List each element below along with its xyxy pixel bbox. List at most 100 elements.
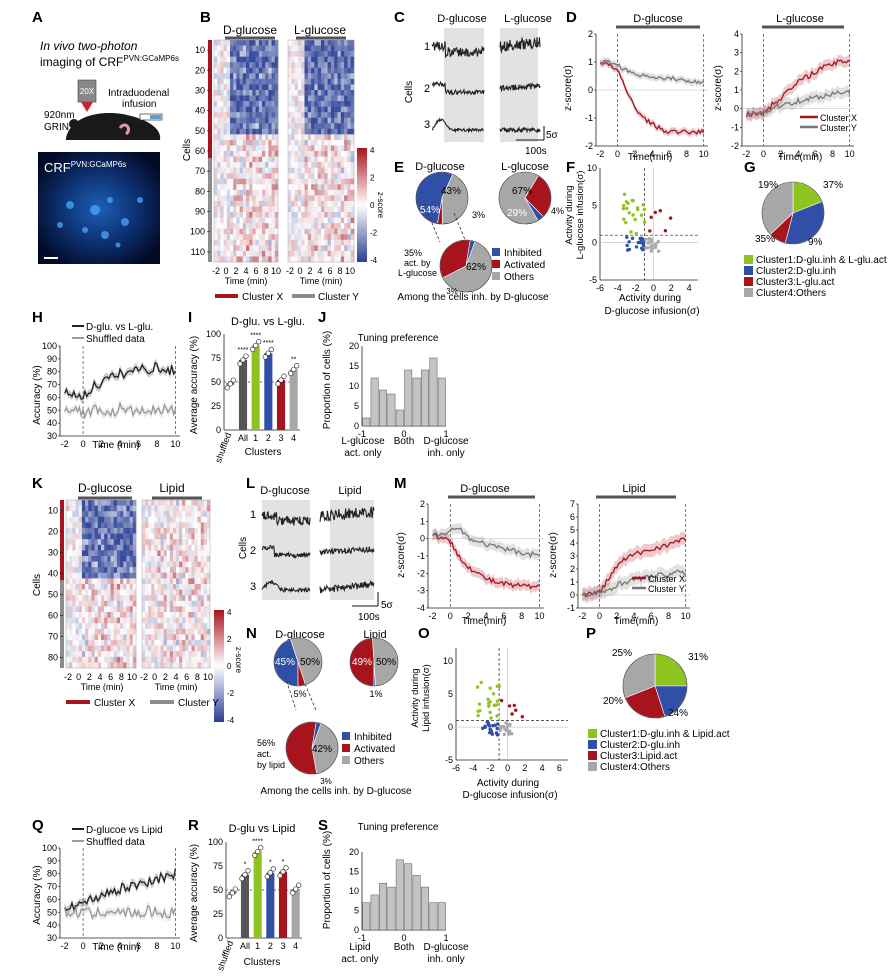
heat-cell bbox=[246, 106, 250, 113]
heat-cell bbox=[214, 78, 218, 85]
heat-cell bbox=[301, 217, 305, 224]
heat-cell bbox=[314, 56, 318, 63]
O_plot-pt-0-20 bbox=[497, 684, 501, 689]
F_plot-pt-1-3 bbox=[625, 235, 629, 239]
heat-cell bbox=[217, 40, 221, 46]
o-xlabel-1: Activity during bbox=[477, 778, 539, 789]
heat-cell bbox=[110, 662, 115, 669]
heat-cell bbox=[151, 662, 155, 669]
e-pie-right-label-1: 29% bbox=[507, 208, 527, 219]
heat-cell bbox=[148, 561, 152, 568]
heat-cell bbox=[262, 239, 266, 246]
heat-cell bbox=[337, 162, 342, 168]
heat-cell bbox=[169, 662, 174, 669]
heat-cell bbox=[347, 239, 351, 246]
heat-cell bbox=[188, 612, 192, 618]
heat-cell bbox=[265, 106, 269, 113]
K_yt-label-1: 20 bbox=[48, 527, 58, 537]
heat-cell bbox=[69, 623, 73, 630]
heat-cell bbox=[327, 112, 332, 118]
heat-cell bbox=[169, 528, 174, 534]
heat-cell bbox=[197, 572, 202, 579]
heat-cell bbox=[271, 67, 276, 74]
M_left-series-0 bbox=[432, 533, 540, 590]
heat-cell bbox=[314, 167, 318, 174]
heat-cell bbox=[148, 578, 152, 585]
R_plot-xtick-5: 4 bbox=[293, 941, 298, 951]
heat-cell bbox=[151, 500, 155, 506]
heat-cell bbox=[314, 123, 318, 130]
F_plot-ytick-2: 0 bbox=[592, 238, 597, 248]
heat-cell bbox=[85, 623, 89, 630]
heat-cell bbox=[307, 95, 312, 102]
heat-cell bbox=[85, 539, 89, 546]
heat-cell bbox=[321, 62, 325, 69]
heat-cell bbox=[223, 156, 228, 163]
R_plot-sig-2: * bbox=[269, 860, 272, 867]
heat-cell bbox=[185, 556, 189, 562]
heat-cell bbox=[214, 67, 218, 74]
heat-cell bbox=[337, 101, 342, 107]
heat-cell bbox=[142, 595, 146, 602]
heat-cell bbox=[337, 67, 342, 74]
heat-cell bbox=[311, 95, 315, 102]
heat-cell bbox=[69, 640, 73, 646]
heat-cell bbox=[206, 556, 211, 562]
l-ylabel: Cells bbox=[238, 537, 249, 559]
heat-cell bbox=[148, 623, 152, 630]
O_plot-pt-0-11 bbox=[475, 685, 480, 689]
panel-letter-p: P bbox=[586, 625, 596, 642]
heat-cell bbox=[110, 645, 115, 652]
m-ylabel-right: z-score(σ) bbox=[548, 532, 559, 578]
heat-cell bbox=[200, 645, 205, 652]
heat-cell bbox=[340, 178, 345, 185]
heat-cell bbox=[145, 500, 149, 506]
heat-cell bbox=[307, 200, 312, 207]
heat-cell bbox=[249, 123, 253, 130]
heat-cell bbox=[91, 595, 95, 602]
heat-cell bbox=[217, 178, 221, 185]
heat-cell bbox=[142, 500, 146, 506]
S_plot-xtick-1: 0 bbox=[401, 933, 406, 943]
heat-cell bbox=[169, 589, 174, 596]
heat-cell bbox=[311, 184, 315, 191]
heat-cell bbox=[297, 84, 302, 91]
heat-cell bbox=[230, 106, 234, 113]
D_right-band-0 bbox=[746, 54, 850, 123]
heat-cell bbox=[350, 250, 355, 257]
heat-cell bbox=[317, 89, 322, 96]
heat-cell bbox=[242, 167, 247, 174]
heat-cell bbox=[230, 156, 234, 163]
heat-cell bbox=[81, 640, 86, 646]
heat-cell bbox=[314, 151, 318, 157]
heat-cell bbox=[179, 617, 183, 624]
heat-cell bbox=[107, 561, 111, 568]
heat-cell bbox=[97, 567, 102, 574]
heat-cell bbox=[252, 84, 256, 91]
I_plot-dot-5-2 bbox=[294, 363, 300, 369]
heat-cell bbox=[120, 561, 124, 568]
heat-cell bbox=[85, 550, 89, 557]
heat-cell bbox=[344, 45, 348, 52]
heat-cell bbox=[344, 95, 348, 102]
heat-cell bbox=[169, 572, 174, 579]
heat-cell bbox=[258, 84, 263, 91]
heat-cell bbox=[116, 561, 121, 568]
heat-cell bbox=[242, 162, 247, 168]
heat-cell bbox=[123, 505, 127, 512]
d-ylabel-right: z-score(σ) bbox=[713, 65, 724, 111]
heat-cell bbox=[78, 533, 83, 540]
J_plot-ytick-4: 0 bbox=[354, 421, 359, 431]
heat-cell bbox=[321, 162, 325, 168]
heat-cell bbox=[176, 572, 180, 579]
heat-cell bbox=[337, 239, 342, 246]
heat-cell bbox=[249, 151, 253, 157]
heat-cell bbox=[239, 106, 244, 113]
heat-cell bbox=[179, 606, 183, 613]
heat-cell bbox=[179, 628, 183, 635]
heat-cell bbox=[188, 634, 192, 641]
heat-cell bbox=[66, 522, 70, 529]
G_leg-swatch-1 bbox=[744, 266, 753, 275]
heat-cell bbox=[191, 645, 195, 652]
